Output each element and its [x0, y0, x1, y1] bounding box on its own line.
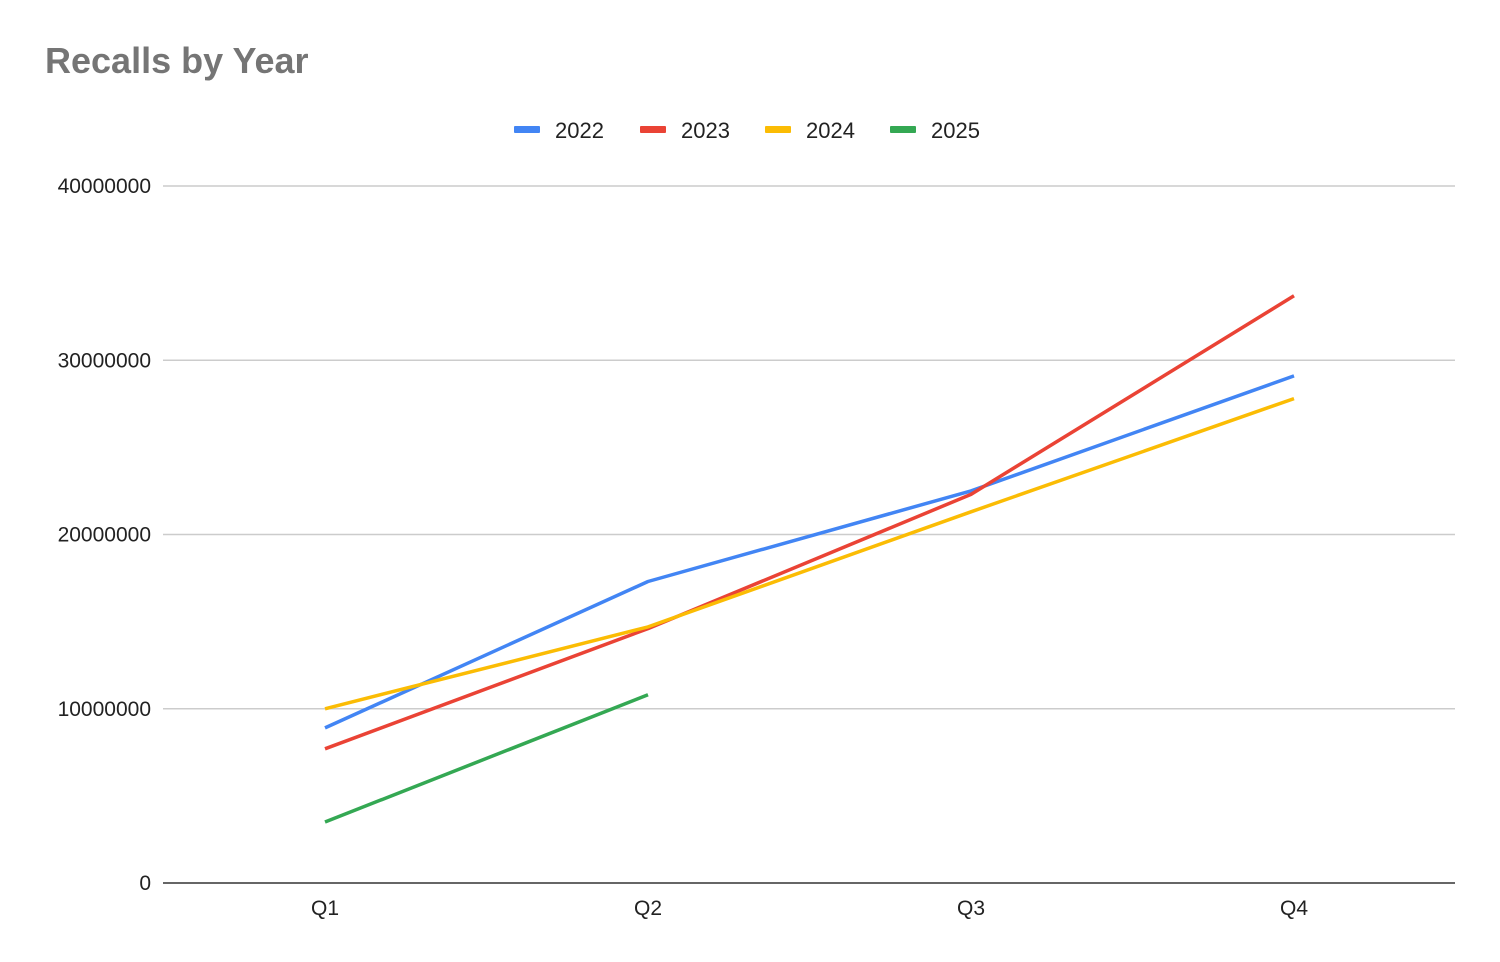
- gridlines: [163, 185, 1455, 710]
- series-lines: [324, 294, 1295, 824]
- x-tick-label: Q4: [1280, 897, 1308, 920]
- y-tick-label: 40000000: [58, 175, 151, 198]
- legend-label: 2023: [681, 118, 730, 143]
- legend-label: 2022: [555, 118, 604, 143]
- legend-swatch: [514, 126, 540, 133]
- series-line-2022: [324, 374, 1295, 730]
- x-tick-label: Q1: [311, 897, 339, 920]
- series-line-2023: [324, 294, 1295, 751]
- axes: 0 10000000 20000000 30000000 40000000 Q1 Q2 Q3 Q…: [58, 175, 1455, 920]
- series-line-2024: [324, 396, 1295, 711]
- y-tick-label: 0: [139, 872, 151, 895]
- y-tick-label: 30000000: [58, 349, 151, 372]
- legend-swatch: [640, 126, 666, 133]
- legend-swatch: [890, 126, 916, 133]
- series-line-2025: [324, 693, 649, 824]
- legend-label: 2025: [931, 118, 980, 143]
- chart-title: Recalls by Year: [45, 40, 309, 81]
- legend-label: 2024: [806, 118, 855, 143]
- y-tick-label: 20000000: [58, 524, 151, 547]
- x-tick-label: Q3: [957, 897, 985, 920]
- y-tick-label: 10000000: [58, 698, 151, 721]
- legend-swatch: [765, 126, 791, 133]
- x-tick-label: Q2: [634, 897, 662, 920]
- legend: 2022 2023 2024 2025: [514, 118, 980, 143]
